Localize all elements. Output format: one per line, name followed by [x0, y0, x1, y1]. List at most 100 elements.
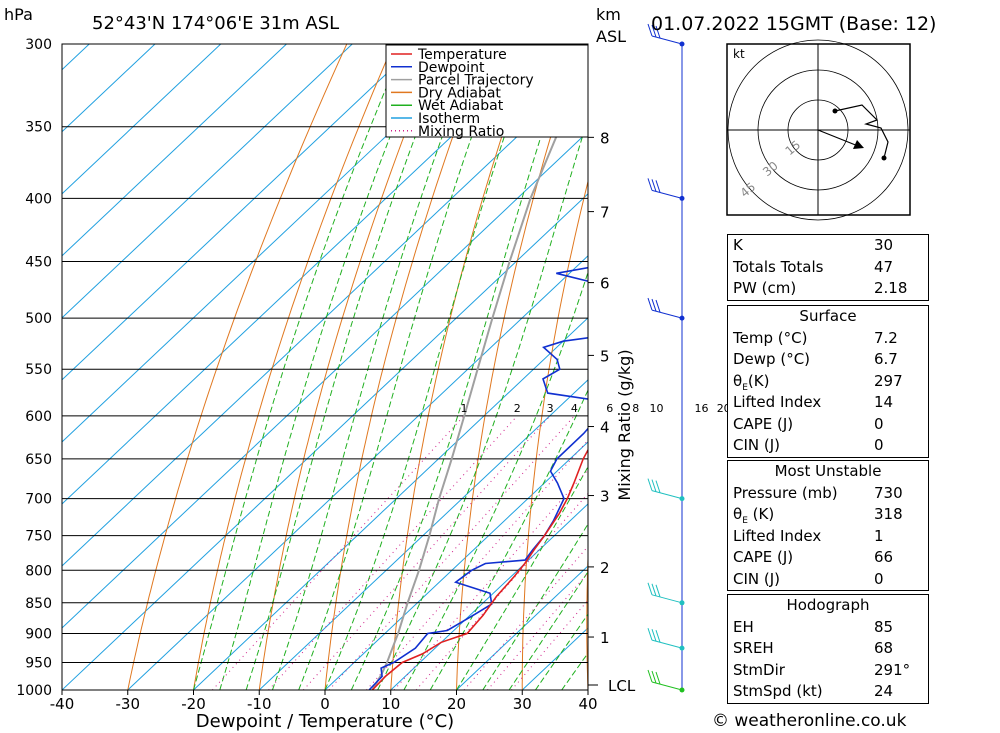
- surface-dewp-label: Dewp (°C): [733, 350, 811, 368]
- k-label: K: [733, 236, 743, 254]
- wet-adiabat-line: [245, 44, 452, 690]
- isotherm-line: [390, 503, 588, 690]
- stmspd-label: StmSpd (kt): [733, 682, 823, 700]
- wind-barb-icon: [647, 582, 683, 604]
- pressure-tick-label: 650: [25, 452, 52, 468]
- wind-barb-icon: [647, 478, 683, 500]
- most-unstable-table: Most Unstable Pressure (mb) 730 θE (K) 318…: [727, 460, 929, 591]
- stmdir-label: StmDir: [733, 660, 785, 679]
- isotherm-line: [62, 69, 588, 567]
- pressure-tick-label: 550: [25, 362, 52, 378]
- x-tick-label: 30: [513, 695, 532, 713]
- storm-motion-vector: [817, 129, 859, 147]
- isotherm-line: [62, 44, 287, 257]
- x-axis-label: Dewpoint / Temperature (°C): [196, 711, 454, 732]
- dewpoint-line: [368, 266, 588, 690]
- k-value: 30: [874, 236, 894, 254]
- surface-cin-value: 0: [874, 436, 884, 454]
- mixing-ratio-label: 8: [632, 402, 639, 415]
- dry-adiabat-line: [586, 547, 588, 690]
- x-tick-label: 0: [320, 695, 330, 713]
- isotherm-line: [324, 441, 588, 690]
- wet-adiabat-line: [377, 116, 588, 690]
- dry-adiabat-line: [258, 44, 441, 690]
- legend-entry: Isotherm: [418, 111, 480, 127]
- mu-li-label: Lifted Index: [733, 526, 822, 545]
- legend-entry: Parcel Trajectory: [418, 73, 534, 89]
- x-tick-label: -30: [116, 695, 141, 713]
- isotherm-line: [62, 44, 222, 195]
- dry-adiabat-line: [521, 179, 588, 690]
- km-tick-label: 1: [600, 629, 610, 647]
- wet-adiabat-line: [534, 613, 588, 690]
- hodograph-table: Hodograph EH 85 SREH 68 StmDir 291° StmSpd …: [727, 594, 929, 704]
- wind-barb-icon: [647, 628, 683, 649]
- dry-adiabat-line: [127, 44, 348, 690]
- mixing-ratio-label: 10: [650, 402, 664, 415]
- wind-barb-icon: [647, 297, 683, 319]
- legend-entry: Dewpoint: [418, 60, 485, 76]
- hodograph-unit-label: kt: [733, 47, 745, 61]
- hodograph-trace: [834, 104, 889, 159]
- wind-barb-icon: [647, 23, 683, 45]
- surface-dewp-value: 6.7: [874, 350, 898, 368]
- isotherm-line: [456, 565, 588, 690]
- pressure-tick-label: 700: [25, 492, 52, 508]
- pressure-tick-label: 300: [25, 37, 52, 53]
- temperature-line: [371, 448, 588, 690]
- mixing-ratio-label: 6: [606, 402, 613, 415]
- wet-adiabat-line: [193, 44, 406, 690]
- mu-cin-label: CIN (J): [733, 569, 781, 588]
- legend-entry: Wet Adiabat: [418, 98, 504, 114]
- mu-pressure-label: Pressure (mb): [733, 483, 838, 502]
- sreh-label: SREH: [733, 639, 774, 657]
- mixing-ratio-label: 16: [695, 402, 709, 415]
- hodograph-start-dot: [832, 108, 838, 114]
- isotherm-line: [62, 131, 588, 629]
- surface-temp-label: Temp (°C): [733, 328, 808, 347]
- hpa-label: hPa: [4, 5, 33, 24]
- wet-adiabat-line: [271, 44, 478, 690]
- mu-pressure-value: 730: [874, 483, 903, 502]
- legend-entry: Dry Adiabat: [418, 85, 501, 101]
- pressure-tick-label: 500: [25, 311, 52, 327]
- surface-li-value: 14: [874, 393, 894, 411]
- wet-adiabat-line: [350, 44, 572, 690]
- x-tick-label: 40: [578, 695, 597, 713]
- mixing-ratio-label: 2: [514, 402, 521, 415]
- surface-cin-label: CIN (J): [733, 436, 781, 454]
- surface-thetae-label: θE(K): [733, 371, 770, 393]
- stmdir-value: 291°: [874, 660, 911, 679]
- dry-adiabat-line: [988, 44, 1000, 690]
- datetime-title: 01.07.2022 15GMT (Base: 12): [651, 13, 936, 35]
- surface-temp-value: 7.2: [874, 328, 898, 347]
- dry-adiabat-line: [456, 44, 581, 690]
- km-tick-label: 8: [600, 129, 610, 147]
- location-title: 52°43'N 174°06'E 31m ASL: [92, 13, 339, 34]
- pw-value: 2.18: [874, 279, 908, 297]
- legend-entry: Mixing Ratio: [418, 124, 504, 140]
- km-tick-label: 7: [600, 204, 610, 222]
- tt-label: Totals Totals: [733, 257, 824, 276]
- surface-thetae-value: 297: [874, 371, 903, 390]
- pressure-tick-label: 750: [25, 529, 52, 545]
- credit-link[interactable]: © weatheronline.co.uk: [712, 711, 907, 731]
- wind-barb-axis: [647, 23, 685, 693]
- surface-title: Surface: [799, 307, 857, 325]
- mu-thetae-value: 318: [874, 505, 903, 523]
- hodograph-title: Hodograph: [786, 596, 870, 614]
- legend-box: [385, 44, 589, 138]
- surface-cape-value: 0: [874, 414, 884, 433]
- sreh-value: 68: [874, 639, 894, 657]
- mixing-ratio-label: 1: [461, 402, 468, 415]
- isotherm-line: [62, 193, 588, 690]
- isotherm-line: [258, 379, 588, 690]
- km-axis: 1 2 3 4 5 6 7 8 LCL: [588, 129, 636, 695]
- mixing-ratio-label: 4: [571, 402, 578, 415]
- x-tick-label: 20: [447, 695, 466, 713]
- wet-adiabat-line: [219, 44, 428, 690]
- lcl-label: LCL: [608, 677, 636, 695]
- mixing-ratio-line: [366, 439, 588, 690]
